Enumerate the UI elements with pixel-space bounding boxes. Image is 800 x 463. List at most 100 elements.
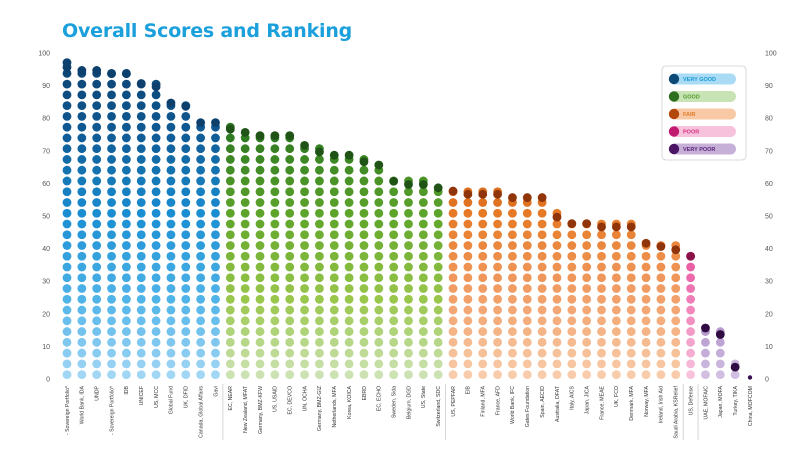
- score-dot: [344, 327, 354, 336]
- score-dot: [107, 348, 116, 358]
- bar-46: [730, 359, 740, 379]
- score-dot: [77, 337, 87, 347]
- score-dot: [166, 165, 176, 175]
- score-dot: [270, 337, 280, 347]
- score-dot: [404, 187, 413, 197]
- score-dot: [404, 359, 413, 369]
- score-dot: [166, 208, 176, 218]
- score-dot: [285, 208, 295, 218]
- score-dot: [181, 176, 191, 186]
- score-dot: [255, 198, 265, 207]
- score-dot: [686, 370, 696, 379]
- score-dot: [389, 251, 399, 261]
- score-dot: [285, 316, 295, 326]
- score-dot: [240, 165, 250, 175]
- score-dot: [641, 262, 651, 272]
- category-label: EIB: [466, 385, 472, 394]
- score-dot: [315, 294, 324, 304]
- score-dot: [285, 155, 295, 164]
- score-dot: [463, 219, 473, 229]
- score-dot: [166, 273, 176, 283]
- score-dot: [211, 176, 220, 186]
- score-dot: [315, 219, 324, 229]
- score-dot: [611, 327, 621, 336]
- score-dot: [374, 187, 384, 197]
- score-dot: [522, 370, 532, 379]
- score-dot: [537, 316, 547, 326]
- score-dot: [121, 327, 131, 336]
- score-dot: [181, 348, 191, 358]
- score-dot: [270, 155, 280, 164]
- score-dot: [225, 284, 235, 293]
- bar-31: [508, 193, 517, 379]
- score-dot: [626, 348, 636, 358]
- score-dot: [151, 241, 161, 250]
- score-dot: [522, 251, 532, 261]
- score-dot: [404, 273, 413, 283]
- score-dot: [344, 251, 354, 261]
- score-dot: [107, 90, 116, 100]
- score-dot: [418, 187, 428, 197]
- score-dot: [240, 273, 250, 283]
- score-dot: [389, 219, 399, 229]
- score-dot: [92, 241, 102, 250]
- score-dot: [537, 370, 547, 379]
- score-dot: [582, 348, 592, 358]
- score-dot: [567, 251, 577, 261]
- score-dot: [77, 327, 87, 336]
- score-dot-top: [656, 242, 666, 251]
- score-dot: [166, 327, 176, 336]
- score-dot: [626, 273, 636, 283]
- score-dot: [196, 294, 206, 304]
- score-dot: [493, 316, 502, 326]
- score-dot: [255, 262, 265, 272]
- score-dot: [107, 230, 116, 240]
- bar-10: [196, 118, 206, 379]
- score-dot: [404, 208, 413, 218]
- score-dot-top: [107, 69, 116, 79]
- score-dot: [107, 305, 116, 315]
- score-dot: [329, 294, 339, 304]
- score-dot: [181, 241, 191, 250]
- score-dot: [166, 305, 176, 315]
- score-dot-top: [493, 189, 502, 199]
- score-dot: [107, 165, 116, 175]
- score-dot: [270, 370, 280, 379]
- score-dot: [166, 155, 176, 164]
- score-dot: [359, 165, 369, 175]
- score-dot: [225, 305, 235, 315]
- score-dot: [62, 144, 72, 154]
- score-dot: [255, 337, 265, 347]
- score-dot: [463, 348, 473, 358]
- score-dot: [92, 230, 102, 240]
- score-dot: [344, 348, 354, 358]
- category-label: France, MEAE: [599, 385, 605, 419]
- score-dot: [508, 370, 517, 379]
- score-dot: [77, 370, 87, 379]
- y-tick-left: 100: [38, 51, 50, 58]
- score-dot: [62, 305, 72, 315]
- score-dot: [300, 165, 309, 175]
- score-dot: [626, 327, 636, 336]
- score-dot: [211, 187, 220, 197]
- score-dot: [344, 230, 354, 240]
- score-dot: [196, 284, 206, 293]
- bar-7: [151, 79, 161, 379]
- legend-label: GOOD: [683, 95, 700, 101]
- score-dot: [151, 122, 161, 132]
- score-dot: [493, 294, 502, 304]
- score-dot: [211, 251, 220, 261]
- score-dot: [77, 187, 87, 197]
- score-dot: [315, 262, 324, 272]
- score-dot: [448, 348, 458, 358]
- score-dot: [270, 219, 280, 229]
- score-dot: [62, 337, 72, 347]
- category-label: UK, DFID: [184, 386, 190, 408]
- score-dot: [92, 316, 102, 326]
- score-dot: [240, 337, 250, 347]
- score-dot: [270, 176, 280, 186]
- score-dot: [151, 348, 161, 358]
- score-dot: [359, 370, 369, 379]
- y-tick-left: 0: [46, 377, 50, 384]
- y-tick-left: 80: [42, 116, 50, 123]
